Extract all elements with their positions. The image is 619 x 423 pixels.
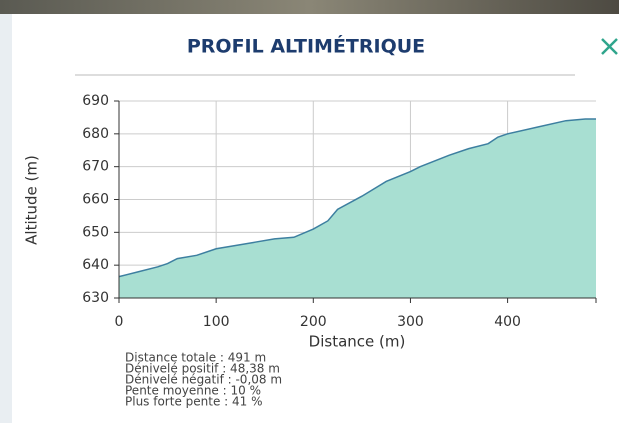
x-tick-label: 200	[300, 314, 327, 330]
y-tick-label: 640	[82, 257, 109, 273]
y-tick-label: 660	[82, 192, 109, 208]
stat-line: Plus forte pente : 41 %	[125, 395, 263, 409]
y-tick-label: 680	[82, 126, 109, 142]
chart: PROFIL ALTIMÉTRIQUE Altitude (m) Distanc…	[0, 0, 619, 423]
x-tick-label: 400	[494, 314, 521, 330]
y-tick-label: 670	[82, 159, 109, 175]
x-tick-label: 100	[203, 314, 230, 330]
y-axis-label: Altitude (m)	[23, 155, 41, 245]
chart-title: PROFIL ALTIMÉTRIQUE	[187, 35, 425, 58]
y-tick-label: 630	[82, 290, 109, 306]
x-axis-label: Distance (m)	[309, 333, 406, 351]
y-tick-label: 650	[82, 224, 109, 240]
close-button[interactable]	[602, 39, 617, 54]
area	[119, 119, 596, 298]
x-tick-label: 300	[397, 314, 424, 330]
x-tick-label: 0	[115, 314, 124, 330]
y-tick-label: 690	[82, 93, 109, 109]
background-strip	[0, 0, 619, 14]
side-strip	[0, 14, 12, 423]
